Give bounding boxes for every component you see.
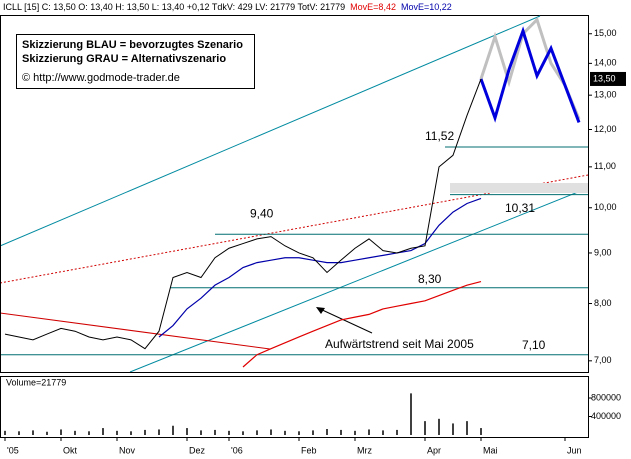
y-tick-label: 8,00 — [594, 298, 612, 308]
y-tick-label: 7,00 — [594, 355, 612, 365]
volume-panel — [0, 376, 589, 438]
last-price-tag — [590, 71, 626, 86]
x-tick-label: Apr — [427, 445, 441, 455]
y-tick-label: 15,00 — [594, 28, 617, 38]
x-tick-label: Mrz — [357, 445, 372, 455]
arrow-head — [316, 307, 325, 314]
trend-channel-upper — [1, 15, 541, 247]
x-tick-label: Dez — [189, 445, 206, 455]
volume-tick-label: 800000 — [591, 392, 621, 402]
level-zone — [450, 183, 588, 193]
y-tick-label: 14,00 — [594, 58, 617, 68]
moving-average — [158, 197, 482, 338]
y-tick-label: 10,00 — [594, 202, 617, 212]
x-tick-label: Okt — [63, 445, 78, 455]
note: Skizzierung GRAU = Alternativszenario — [22, 53, 226, 65]
header-text: ICLL [15] C: 13,50 O: 13,40 H: 13,50 L: … — [3, 2, 345, 12]
level-label: 11,52 — [425, 129, 454, 143]
y-tick-label: 12,00 — [594, 124, 617, 134]
price-line — [4, 78, 482, 350]
annotation-arrow — [317, 307, 373, 334]
downtrend-line — [1, 312, 271, 350]
level-label: 8,30 — [418, 272, 442, 286]
x-tick-label: '05 — [7, 445, 19, 455]
header: ICLL [15] C: 13,50 O: 13,40 H: 13,50 L: … — [3, 2, 452, 12]
level-label: 7,10 — [522, 338, 546, 352]
note: Skizzierung BLAU = bevorzugtes Szenario — [22, 39, 243, 51]
annotation: Aufwärtstrend seit Mai 2005 — [325, 337, 474, 351]
legend-entry: MovE=10,22 — [401, 2, 452, 12]
level-label: 9,40 — [250, 206, 274, 220]
moving-average — [242, 280, 482, 368]
level-label: 10,31 — [505, 201, 535, 215]
legend-entry: MovE=8,42 — [350, 2, 396, 12]
y-tick-label: 9,00 — [594, 247, 612, 257]
x-tick-label: Feb — [301, 445, 317, 455]
x-tick-label: '06 — [231, 445, 243, 455]
trend-lines — [1, 15, 588, 372]
y-tick-label: 11,00 — [594, 161, 616, 171]
trend-channel-lower — [129, 187, 588, 372]
volume-tick-label: 400000 — [591, 411, 621, 421]
y-tick-label: 13,00 — [594, 90, 617, 100]
plot-area — [1, 16, 588, 368]
projection — [479, 26, 581, 123]
volume-title: Volume=21779 — [6, 377, 66, 387]
x-tick-label: Nov — [119, 445, 136, 455]
x-tick-label: Jun — [567, 445, 582, 455]
note: © http://www.godmode-trader.de — [22, 72, 180, 84]
legend-frame — [16, 34, 255, 89]
legend-box: Skizzierung BLAU = bevorzugtes Szenario … — [16, 34, 255, 89]
last-price-label: 13,50 — [593, 73, 616, 83]
x-tick-label: Mai — [483, 445, 498, 455]
